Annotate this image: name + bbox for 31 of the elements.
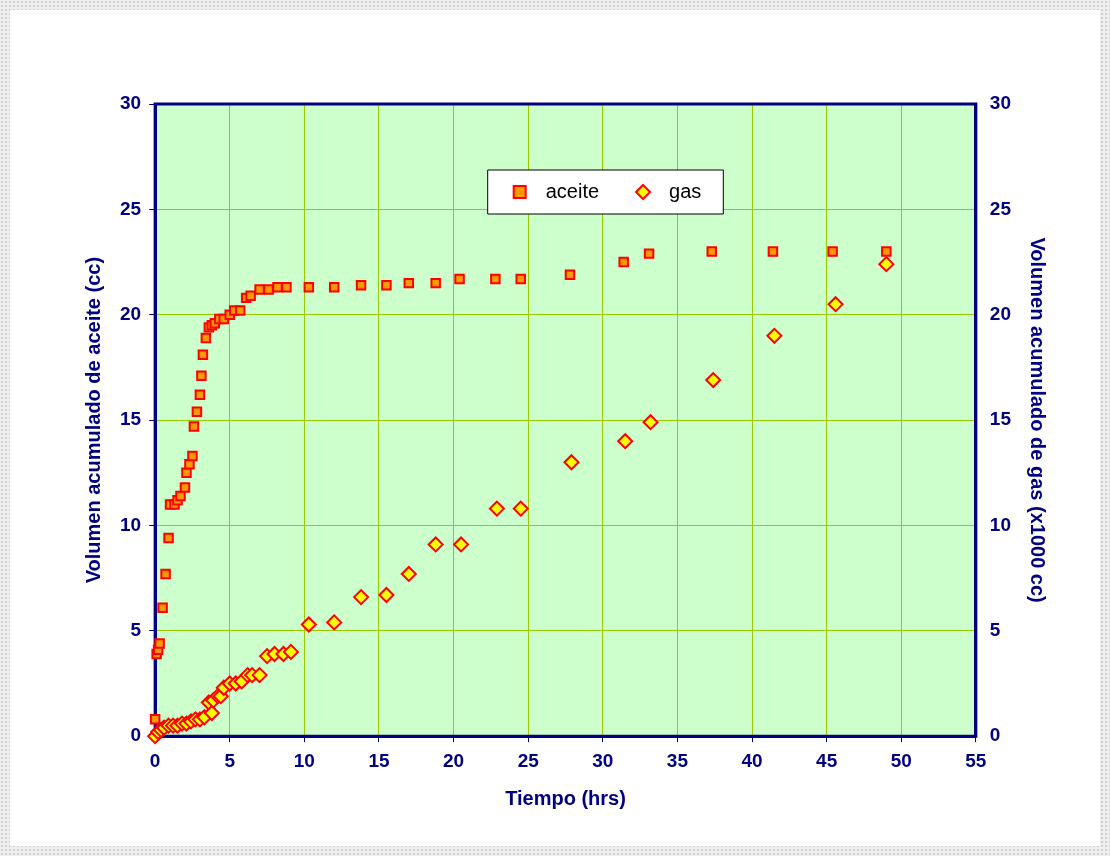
x-tick-label: 5 xyxy=(224,749,236,771)
y-tick-label: 25 xyxy=(119,197,142,219)
y-tick-label: 10 xyxy=(119,513,142,535)
y2-tick-label: 15 xyxy=(989,408,1012,430)
y-tick-label: 5 xyxy=(130,619,142,641)
y2-axis-title: Volumen acumulado de gas (x1000 cc) xyxy=(1027,237,1050,603)
x-tick-label: 10 xyxy=(293,749,315,771)
legend-label: aceite xyxy=(545,179,600,202)
x-tick-label: 40 xyxy=(741,749,763,771)
x-tick-label: 20 xyxy=(443,749,465,771)
y2-tick-label: 10 xyxy=(989,513,1012,535)
x-tick-label: 0 xyxy=(149,749,161,771)
x-tick-label: 50 xyxy=(890,749,912,771)
y-tick-label: 0 xyxy=(130,724,142,746)
x-tick-label: 35 xyxy=(666,749,689,771)
x-tick-label: 25 xyxy=(517,749,540,771)
y2-tick-label: 0 xyxy=(989,724,1001,746)
y-tick-label: 15 xyxy=(119,408,142,430)
x-axis-title: Tiempo (hrs) xyxy=(505,786,626,809)
y2-tick-label: 25 xyxy=(989,197,1012,219)
y2-tick-label: 20 xyxy=(989,302,1012,324)
y-tick-label: 20 xyxy=(119,302,142,324)
y-tick-label: 30 xyxy=(119,92,142,114)
y2-tick-label: 30 xyxy=(989,92,1012,114)
x-tick-label: 45 xyxy=(816,749,838,771)
x-tick-label: 55 xyxy=(965,749,987,771)
x-tick-label: 15 xyxy=(368,749,390,771)
y2-tick-label: 5 xyxy=(989,619,1001,641)
x-tick-label: 30 xyxy=(592,749,614,771)
y-axis-title: Volumen acumulado de aceite (cc) xyxy=(81,256,104,584)
legend-label: gas xyxy=(669,179,702,202)
